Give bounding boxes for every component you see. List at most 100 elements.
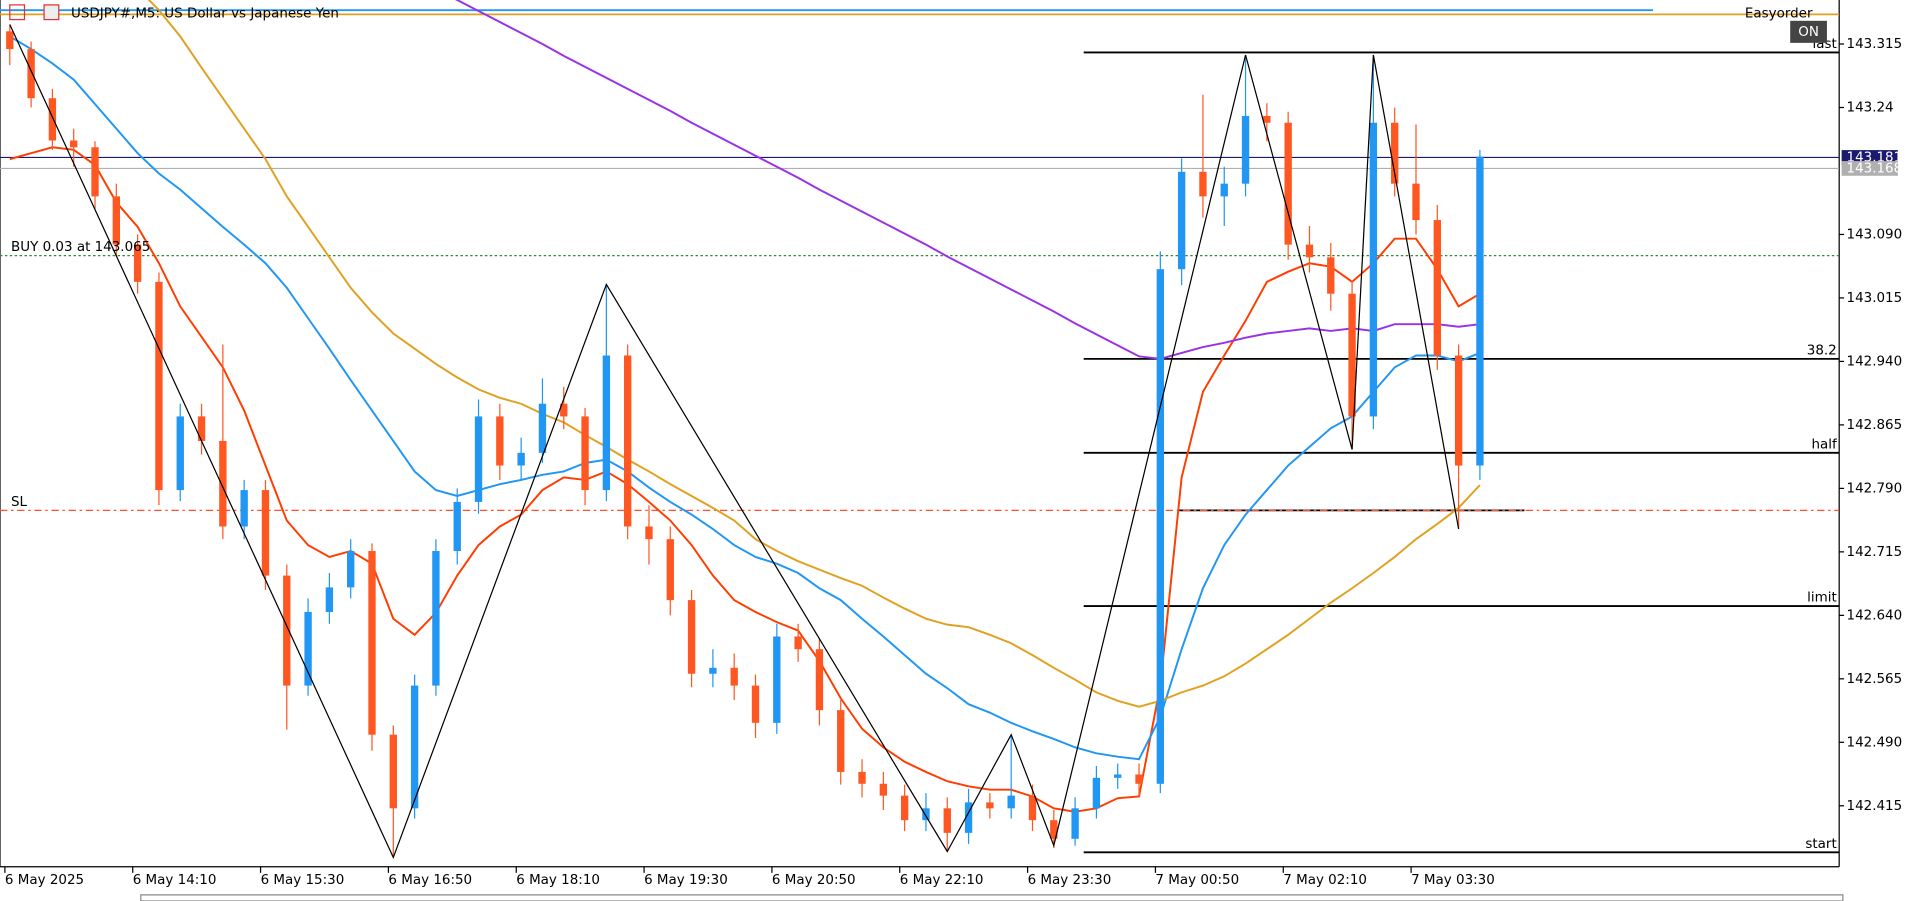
candle-body [219, 440, 227, 527]
candle-body [1156, 269, 1164, 784]
candle-body [347, 551, 355, 588]
candle-body [1135, 774, 1143, 784]
candle-body [70, 140, 78, 148]
candle-body [560, 403, 568, 417]
candle-body [1199, 171, 1207, 197]
candle-body [91, 147, 99, 197]
candle-body [1028, 795, 1037, 821]
candle-body [155, 281, 163, 491]
candle-body [389, 734, 397, 809]
candle-body [1305, 244, 1314, 258]
candle-body [1263, 115, 1271, 123]
candle-body [645, 526, 653, 540]
order-label: SL [11, 495, 28, 510]
candle-body [261, 490, 270, 576]
candle-body [837, 710, 845, 772]
plot [0, 0, 1840, 860]
candle-body [922, 808, 930, 821]
y-tick-label: 143.315 [1847, 37, 1903, 52]
candle-body [964, 802, 973, 833]
y-tick-label: 142.415 [1847, 799, 1903, 814]
panel-button[interactable] [1790, 20, 1827, 43]
candle-body [283, 575, 291, 686]
candle-body [1433, 220, 1441, 356]
x-tick-label: 6 May 14:10 [133, 873, 217, 888]
candle-body [900, 795, 909, 821]
candle-body [794, 636, 802, 650]
x-tick-label: 6 May 19:30 [644, 873, 728, 888]
candle-body [474, 416, 483, 502]
candle-body [304, 611, 312, 686]
y-tick-label: 142.565 [1847, 672, 1903, 687]
x-tick-label: 6 May 16:50 [388, 873, 472, 888]
moving-average [455, 0, 1481, 360]
fibo-label: limit [1807, 590, 1837, 605]
candle-body [197, 416, 206, 441]
candle-body [112, 196, 120, 245]
candle-body [538, 403, 547, 453]
scrollbar[interactable] [140, 894, 1844, 901]
y-tick-label: 142.640 [1847, 608, 1903, 623]
candle-body [879, 783, 888, 796]
candle-body [687, 600, 696, 674]
candle-body [1177, 171, 1186, 270]
candle-body [432, 551, 440, 686]
x-tick-label: 6 May 23:30 [1028, 873, 1112, 888]
y-tick-label: 142.865 [1847, 418, 1903, 433]
x-tick-label: 6 May 15:30 [261, 873, 345, 888]
candle-body [858, 771, 866, 784]
candle-body [773, 636, 781, 723]
moving-average [147, 0, 1481, 708]
candle-body [1476, 156, 1484, 466]
x-tick-label: 7 May 02:10 [1283, 873, 1367, 888]
candle-body [1412, 183, 1420, 221]
candle-body [27, 49, 35, 99]
candle-body [176, 416, 184, 491]
x-tick-label: 6 May 20:50 [772, 873, 856, 888]
ask-label: 143.168 [1847, 161, 1903, 176]
y-tick-label: 142.790 [1847, 481, 1903, 496]
candle-body [240, 490, 248, 527]
candle-body [1050, 820, 1058, 839]
candle-body [1092, 777, 1101, 809]
y-tick-label: 142.715 [1847, 545, 1903, 560]
y-tick-label: 143.090 [1847, 227, 1903, 242]
candle-body [410, 685, 419, 809]
candle-body [1327, 257, 1335, 294]
candle-body [1369, 122, 1378, 417]
candle-body [1114, 774, 1122, 778]
order-label: BUY 0.03 at 143.065 [11, 240, 150, 255]
candle-body [1241, 115, 1250, 184]
moving-average [9, 146, 1481, 813]
candle-body [1071, 808, 1079, 839]
candle-body [325, 587, 334, 612]
y-tick-label: 143.015 [1847, 291, 1903, 306]
candle-body [602, 355, 611, 491]
ask-box [1841, 161, 1898, 176]
candle-body [517, 452, 525, 466]
fibo-label: 38.2 [1807, 343, 1837, 358]
x-tick-label: 6 May 22:10 [900, 873, 984, 888]
icon [9, 4, 26, 21]
candle-body [943, 808, 951, 833]
moving-average [9, 35, 1481, 761]
candle-body [709, 667, 717, 674]
candle-body [1348, 293, 1356, 417]
icon [43, 4, 60, 21]
fibo-label: half [1811, 437, 1837, 452]
candle-body [986, 802, 994, 809]
candle-body [1391, 122, 1399, 184]
candle-body [453, 501, 461, 552]
candle-body [6, 31, 14, 50]
chart-title: USDJPY#,M5: US Dollar vs Japanese Yen [71, 6, 339, 21]
candle-body [730, 667, 738, 686]
candle-body [815, 649, 824, 711]
candle-body [133, 244, 142, 282]
candle-body [1284, 122, 1292, 245]
candle-body [496, 416, 504, 466]
x-tick-label: 6 May 2025 [5, 873, 84, 888]
candle-body [1007, 795, 1015, 809]
